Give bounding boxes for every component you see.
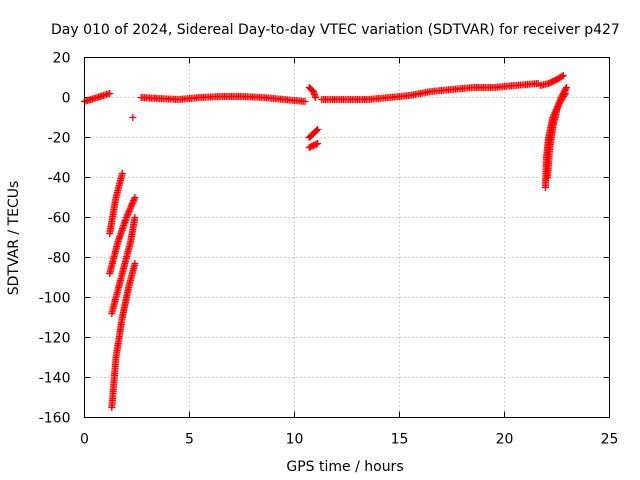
point-isolated-point xyxy=(129,114,137,121)
axis-ticks: 0 5 10 15 20 25 -160 -140 -120 -100 -80 -60 -40 -20 0 2… xyxy=(39,51,619,448)
x-tick-label: 10 xyxy=(286,432,304,448)
grid xyxy=(84,57,610,418)
y-tick-label: -120 xyxy=(39,331,71,347)
point-late-drop-2 xyxy=(562,84,570,91)
point-midday-band xyxy=(301,98,309,105)
x-tick-label: 0 xyxy=(80,432,89,448)
point-late-rise xyxy=(559,72,567,79)
y-tick-label: -20 xyxy=(48,131,71,147)
y-tick-label: -80 xyxy=(48,251,71,267)
y-tick-label: -100 xyxy=(39,291,71,307)
y-tick-label: -60 xyxy=(48,211,71,227)
y-tick-label: 0 xyxy=(62,91,71,107)
y-tick-label: 20 xyxy=(53,51,71,67)
point-early-baseline xyxy=(106,90,114,97)
y-tick-label: -160 xyxy=(39,411,71,427)
point-hour-11-mid xyxy=(313,127,321,134)
point-dip-1 xyxy=(118,170,126,177)
chart-title: Day 010 of 2024, Sidereal Day-to-day VTE… xyxy=(51,22,620,38)
x-tick-label: 25 xyxy=(601,432,619,448)
point-late-drop-2 xyxy=(562,85,570,93)
point-hour-11-mid xyxy=(314,126,322,133)
plot-frame xyxy=(84,57,610,418)
x-tick-label: 15 xyxy=(391,432,409,448)
data-marks xyxy=(81,72,570,411)
y-axis-title: SDTVAR / TECUs xyxy=(6,181,22,296)
point-hour-11-low xyxy=(314,140,322,147)
point-dip-4 xyxy=(131,260,139,267)
point-hour-11-upper xyxy=(312,94,319,101)
x-tick-label: 5 xyxy=(185,432,194,448)
x-tick-label: 20 xyxy=(496,432,514,448)
x-axis-title: GPS time / hours xyxy=(286,459,403,475)
y-tick-label: -40 xyxy=(48,171,71,187)
point-dip-2 xyxy=(131,194,139,201)
point-hour-11-low xyxy=(312,140,320,148)
point-dip-3 xyxy=(131,214,139,221)
point-late-rise xyxy=(558,72,566,80)
y-tick-label: -140 xyxy=(39,371,71,387)
